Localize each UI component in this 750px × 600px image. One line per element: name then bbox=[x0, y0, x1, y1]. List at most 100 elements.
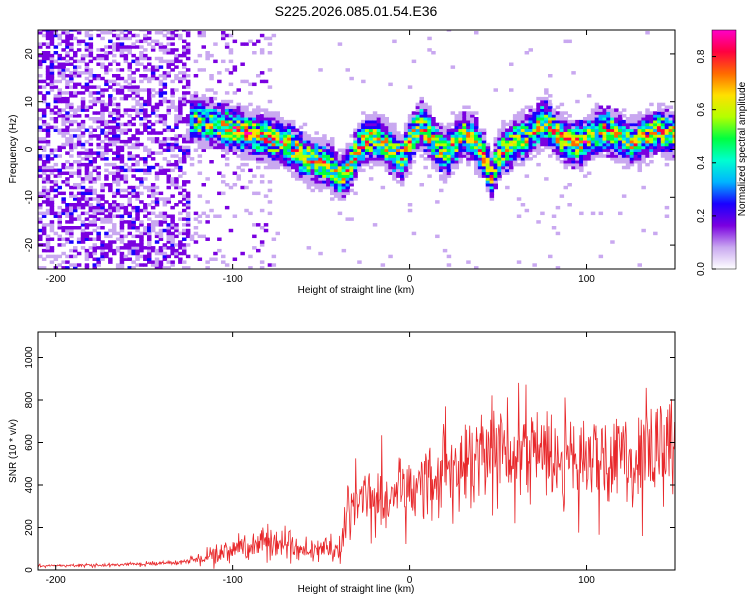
heatmap-cell bbox=[57, 243, 62, 247]
heatmap-cell bbox=[205, 122, 210, 127]
heatmap-cell bbox=[318, 160, 323, 164]
heatmap-cell bbox=[57, 42, 62, 46]
heatmap-cell bbox=[143, 171, 148, 175]
heatmap-cell bbox=[182, 30, 187, 32]
heatmap-cell bbox=[185, 254, 191, 259]
heatmap-cell bbox=[189, 157, 195, 161]
heatmap-cell bbox=[470, 122, 475, 127]
heatmap-cell bbox=[228, 71, 234, 75]
heatmap-cell bbox=[501, 142, 506, 147]
heatmap-cell bbox=[594, 102, 600, 107]
heatmap-cell bbox=[244, 111, 249, 115]
heatmap-cell bbox=[454, 162, 459, 167]
heatmap-cell bbox=[256, 131, 261, 135]
heatmap-cell bbox=[201, 99, 206, 104]
heatmap-cell bbox=[80, 203, 86, 207]
heatmap-cell bbox=[244, 108, 249, 112]
heatmap-cell bbox=[240, 128, 245, 132]
heatmap-cell bbox=[357, 160, 362, 164]
heatmap-cell bbox=[322, 180, 327, 184]
heatmap-cell bbox=[185, 200, 191, 204]
heatmap-cell bbox=[189, 237, 195, 241]
heatmap-cell bbox=[108, 220, 113, 224]
heatmap-cell bbox=[466, 145, 471, 150]
heatmap-cell bbox=[256, 117, 261, 121]
heatmap-cell bbox=[559, 111, 565, 115]
heatmap-cell bbox=[497, 160, 502, 164]
snr-y-tick-label: 400 bbox=[24, 476, 35, 493]
heatmap-cell bbox=[108, 188, 113, 193]
heatmap-cell bbox=[384, 168, 389, 173]
heatmap-cell bbox=[528, 137, 533, 141]
heatmap-cell bbox=[127, 48, 132, 52]
heatmap-cell bbox=[516, 137, 522, 141]
heatmap-cell bbox=[439, 137, 444, 141]
heatmap-cell bbox=[575, 160, 580, 164]
heatmap-cell bbox=[368, 160, 374, 164]
heatmap-cell bbox=[88, 33, 94, 38]
heatmap-cell bbox=[641, 128, 646, 132]
heatmap-cell bbox=[524, 174, 530, 178]
heatmap-cell bbox=[115, 122, 121, 127]
heatmap-cell bbox=[403, 137, 409, 141]
heatmap-cell bbox=[361, 134, 366, 138]
heatmap-cell bbox=[57, 36, 62, 41]
heatmap-cell bbox=[536, 108, 541, 112]
heatmap-cell bbox=[232, 145, 238, 150]
heatmap-cell bbox=[185, 145, 191, 150]
heatmap-cell bbox=[649, 114, 654, 118]
heatmap-cell bbox=[115, 36, 121, 41]
heatmap-cell bbox=[228, 139, 234, 144]
heatmap-cell bbox=[131, 142, 136, 147]
heatmap-cell bbox=[493, 162, 498, 167]
heatmap-cell bbox=[115, 68, 121, 72]
heatmap-cell bbox=[349, 168, 354, 173]
heatmap-cell bbox=[520, 162, 526, 167]
heatmap-cell bbox=[49, 76, 55, 81]
heatmap-cell bbox=[477, 160, 483, 164]
heatmap-cell bbox=[396, 160, 401, 164]
heatmap-cell bbox=[96, 48, 101, 52]
heatmap-cell bbox=[65, 119, 70, 124]
heatmap-cell bbox=[252, 145, 257, 150]
heatmap-cell bbox=[618, 125, 623, 130]
heatmap-cell bbox=[516, 128, 522, 132]
heatmap-cell bbox=[166, 197, 171, 201]
heatmap-cell bbox=[403, 148, 409, 152]
heatmap-cell bbox=[528, 128, 533, 132]
heatmap-cell bbox=[57, 53, 62, 58]
heatmap-cell bbox=[108, 51, 113, 55]
heatmap-cell bbox=[158, 263, 164, 267]
heatmap-cell bbox=[185, 266, 191, 269]
heatmap-cell bbox=[388, 160, 393, 164]
heatmap-cell bbox=[143, 88, 148, 92]
heatmap-cell bbox=[403, 162, 409, 167]
heatmap-cell bbox=[38, 237, 43, 241]
heatmap-cell bbox=[306, 137, 312, 141]
heatmap-cell bbox=[427, 48, 432, 52]
heatmap-cell bbox=[135, 88, 140, 92]
heatmap-cell bbox=[104, 217, 109, 221]
heatmap-cell bbox=[672, 154, 675, 158]
heatmap-cell bbox=[544, 102, 549, 107]
heatmap-cell bbox=[376, 125, 382, 130]
heatmap-cell bbox=[252, 114, 257, 118]
heatmap-cell bbox=[205, 53, 210, 58]
heatmap-cell bbox=[185, 119, 191, 124]
heatmap-cell bbox=[80, 99, 86, 104]
heatmap-cell bbox=[583, 119, 588, 124]
heatmap-cell bbox=[462, 125, 467, 130]
heatmap-cell bbox=[380, 157, 386, 161]
heatmap-cell bbox=[466, 117, 471, 121]
heatmap-cell bbox=[197, 33, 203, 38]
heatmap-cell bbox=[38, 85, 43, 89]
heatmap-cell bbox=[657, 137, 662, 141]
heatmap-cell bbox=[333, 171, 339, 175]
heatmap-cell bbox=[162, 122, 168, 127]
heatmap-cell bbox=[477, 142, 483, 147]
heatmap-cell bbox=[310, 137, 315, 141]
heatmap-cell bbox=[330, 171, 335, 175]
heatmap-cell bbox=[439, 139, 444, 144]
heatmap-cell bbox=[345, 68, 350, 72]
heatmap-cell bbox=[372, 154, 378, 158]
